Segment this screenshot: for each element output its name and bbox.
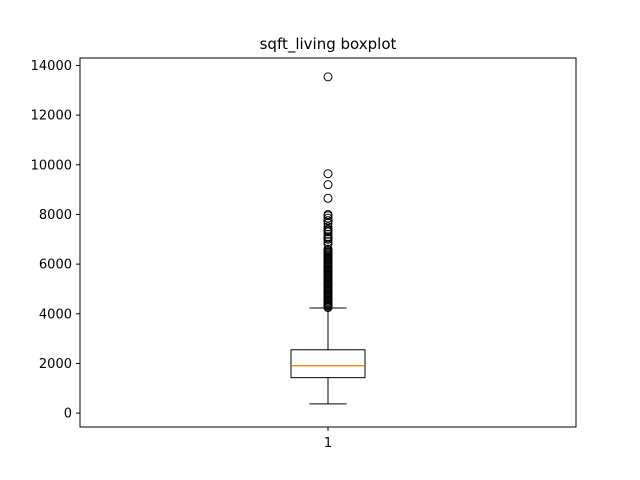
outlier-point <box>323 209 333 219</box>
y-tick-label: 12000 <box>31 109 72 124</box>
outlier-point <box>323 180 333 190</box>
y-tick-label: 0 <box>64 407 72 422</box>
outlier-point <box>323 237 333 247</box>
outlier-point <box>323 229 333 239</box>
outlier-point <box>323 216 333 226</box>
y-tick-label: 4000 <box>39 307 72 322</box>
chart-title: sqft_living boxplot <box>260 35 397 54</box>
outlier-point <box>323 169 333 179</box>
y-tick-label: 8000 <box>39 208 72 223</box>
iqr-box <box>290 349 366 379</box>
outlier-point <box>323 222 333 232</box>
outlier-group <box>323 72 333 313</box>
y-tick-label: 6000 <box>39 258 72 273</box>
outlier-point <box>323 218 333 228</box>
outlier-point <box>323 193 333 203</box>
x-axis: 1 <box>324 427 332 451</box>
y-axis: 0 2000 4000 6000 8000 10000 12000 14000 <box>31 59 80 422</box>
outlier-point <box>323 239 333 249</box>
x-tick-label: 1 <box>324 436 332 451</box>
y-tick-label: 14000 <box>31 59 72 74</box>
outlier-point <box>323 244 333 254</box>
box-group <box>290 307 366 405</box>
y-tick-label: 10000 <box>31 158 72 173</box>
outlier-point <box>323 72 333 82</box>
outlier-point <box>323 213 333 223</box>
outlier-point <box>323 232 333 242</box>
outlier-point <box>323 224 333 234</box>
y-tick-label: 2000 <box>39 357 72 372</box>
